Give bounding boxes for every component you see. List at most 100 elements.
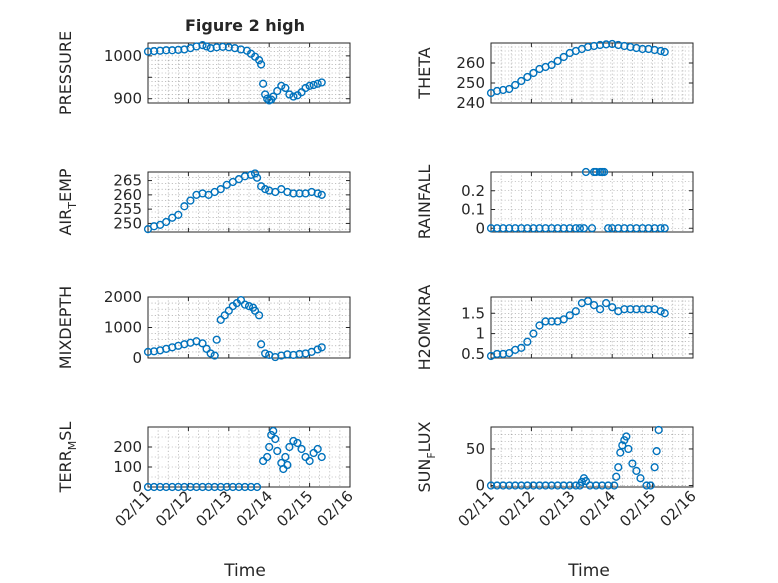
data-point	[250, 169, 260, 178]
data-point	[523, 481, 532, 490]
data-point	[285, 442, 294, 452]
data-point	[313, 189, 322, 198]
ylabel: THETA	[415, 47, 434, 99]
data-point	[180, 482, 189, 492]
y-tick-label: 0.1	[461, 201, 485, 219]
data-point	[162, 482, 171, 492]
ylabel: MIXDEPTH	[56, 286, 75, 369]
data-point	[608, 303, 617, 312]
data-point	[202, 344, 211, 353]
data-point	[604, 481, 613, 490]
x-tick-label: 02/15	[616, 487, 659, 530]
data-point	[210, 351, 219, 360]
data-point	[553, 224, 562, 233]
figure-title: Figure 2 high	[185, 16, 305, 35]
data-point	[492, 224, 502, 233]
data-point	[636, 474, 645, 483]
data-point	[583, 296, 593, 306]
data-point	[295, 189, 304, 198]
data-point	[259, 79, 268, 88]
data-point	[632, 466, 641, 476]
data-point	[660, 47, 669, 57]
data-point	[660, 309, 669, 318]
data-point	[541, 317, 550, 326]
data-point	[234, 482, 244, 492]
data-point	[620, 305, 629, 314]
data-point	[309, 80, 318, 90]
data-point	[608, 224, 617, 233]
data-point	[505, 481, 514, 490]
data-point	[511, 481, 520, 490]
data-point	[212, 335, 221, 344]
y-tick-label: 50	[466, 440, 485, 458]
data-point	[252, 173, 262, 182]
data-point	[216, 185, 225, 194]
data-point	[156, 46, 165, 55]
data-point	[571, 224, 580, 233]
data-point	[255, 311, 264, 320]
data-markers	[486, 167, 669, 233]
data-point	[192, 482, 201, 492]
data-point	[216, 482, 225, 492]
data-markers	[486, 425, 663, 490]
data-point	[202, 42, 211, 51]
data-point	[486, 481, 496, 490]
data-point	[305, 456, 314, 466]
data-point	[575, 224, 584, 233]
data-point	[204, 482, 213, 492]
y-tick-label: 1000	[104, 319, 142, 337]
data-point	[293, 438, 302, 448]
data-point	[656, 46, 665, 56]
data-point	[644, 224, 653, 233]
data-point	[505, 84, 514, 94]
data-point	[143, 347, 153, 357]
data-point	[644, 305, 653, 314]
data-point	[492, 481, 502, 490]
data-point	[587, 224, 597, 233]
ylabel-text: SUN	[415, 459, 434, 493]
data-point	[505, 349, 514, 358]
data-point	[579, 224, 589, 233]
y-tick-label: 240	[456, 94, 485, 112]
data-point	[313, 345, 322, 354]
data-point	[156, 482, 165, 492]
subplot-2: 240 250 260 THETA	[415, 39, 694, 112]
data-point	[591, 167, 601, 177]
data-point	[263, 452, 272, 462]
data-point	[244, 302, 254, 311]
ylabel-tail: LUX	[415, 421, 434, 452]
data-point	[210, 482, 219, 492]
data-point	[317, 343, 326, 352]
data-point	[212, 43, 221, 52]
data-point	[313, 79, 322, 88]
data-point	[220, 311, 229, 320]
data-markers	[143, 169, 326, 234]
data-point	[652, 447, 661, 456]
data-point	[281, 83, 290, 93]
data-point	[547, 60, 556, 70]
data-point	[523, 337, 532, 346]
data-point	[632, 224, 641, 233]
data-point	[553, 481, 562, 490]
axes-frame	[490, 426, 694, 488]
x-tick-label: 02/16	[314, 487, 357, 530]
data-point	[313, 444, 322, 454]
data-point	[277, 81, 286, 90]
xlabel-right: Time	[567, 561, 610, 581]
data-point	[168, 482, 177, 492]
ylabel-subscript: M	[66, 441, 79, 451]
data-point	[571, 307, 580, 316]
data-point	[581, 167, 591, 177]
data-point	[511, 224, 520, 233]
data-point	[228, 482, 237, 492]
ylabel: TERRMSL	[56, 422, 79, 494]
data-point	[186, 196, 195, 205]
ylabel-text: AIR	[56, 209, 75, 236]
data-point	[499, 224, 508, 233]
y-tick-label: 200	[113, 438, 142, 456]
x-tick-label: 02/13	[535, 487, 578, 530]
data-point	[511, 80, 520, 90]
